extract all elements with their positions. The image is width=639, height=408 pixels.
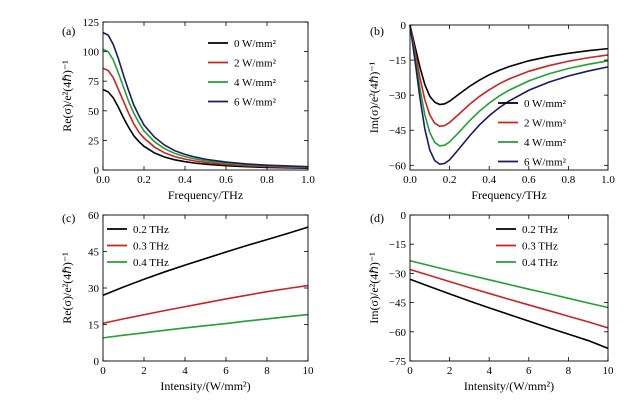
legend-label: 0.3 THz	[522, 241, 558, 253]
x-tick-label: 0	[407, 365, 413, 377]
x-tick-label: 10	[303, 365, 315, 377]
series-line	[102, 48, 309, 168]
y-tick-label: −75	[389, 356, 407, 368]
plot-frame	[409, 24, 609, 171]
series-line	[409, 24, 609, 128]
y-tick-label: 0	[94, 165, 100, 177]
legend-label: 2 W/mm²	[234, 58, 277, 70]
y-tick-label: 50	[88, 106, 100, 118]
legend-label: 0 W/mm²	[234, 38, 277, 50]
x-tick-label: 1.0	[601, 174, 615, 186]
y-tick-label: 15	[88, 320, 100, 332]
legend-label: 4 W/mm²	[524, 137, 567, 149]
legend-label: 2 W/mm²	[524, 118, 567, 130]
y-tick-label: −30	[389, 90, 407, 102]
x-axis-title: Intensity/(W/mm²)	[464, 379, 554, 393]
chart-panel: (b) 0.0 0.2 0.4 0.6 0.8 1.0 0 −15 −30 −45 −60 Freque…	[367, 20, 615, 202]
x-tick-label: 2	[447, 365, 453, 377]
x-tick-label: 6	[526, 365, 532, 377]
y-tick-label: 125	[83, 17, 100, 29]
series-line	[409, 24, 609, 106]
series-line	[102, 31, 309, 168]
y-axis-title: Re(σ)/e²(4ℏ)⁻¹	[60, 60, 74, 132]
plot-frame	[102, 21, 309, 171]
x-tick-label: 0.8	[562, 174, 576, 186]
x-tick-label: 0.6	[219, 174, 233, 186]
x-tick-label: 10	[603, 365, 615, 377]
series-line	[409, 24, 609, 165]
panel-label: (d)	[370, 211, 384, 225]
y-tick-label: −45	[389, 125, 407, 137]
y-tick-label: 75	[88, 76, 100, 88]
series-line	[102, 313, 309, 339]
x-tick-label: 4	[182, 365, 188, 377]
y-tick-label: 60	[88, 210, 100, 222]
legend-label: 4 W/mm²	[234, 77, 277, 89]
y-tick-label: 0	[401, 20, 407, 32]
y-tick-label: −30	[389, 268, 407, 280]
x-tick-label: 0.0	[403, 174, 417, 186]
panel-label: (b)	[370, 24, 384, 38]
series-line	[409, 24, 609, 147]
x-axis-title: Frequency/THz	[471, 188, 546, 202]
x-tick-label: 0.2	[137, 174, 151, 186]
y-tick-label: −15	[389, 55, 407, 67]
chart-panel: (a) 0.0 0.2 0.4 0.6 0.8 1.0 0 25 50 75 100 125 Freque…	[60, 17, 315, 202]
legend-label: 0.4 THz	[133, 257, 169, 269]
y-tick-label: −15	[389, 239, 407, 251]
plot-frame	[409, 214, 609, 362]
y-tick-label: 30	[88, 283, 100, 295]
x-tick-label: 8	[566, 365, 572, 377]
y-tick-label: 100	[83, 47, 100, 59]
y-axis-title: Im(σ)/e²(4ℏ)⁻¹	[367, 61, 381, 133]
panel-label: (a)	[62, 24, 75, 38]
series-line	[102, 226, 309, 297]
x-axis-title: Intensity/(W/mm²)	[160, 379, 250, 393]
legend-label: 0.3 THz	[133, 241, 169, 253]
panel-label: (c)	[62, 211, 75, 225]
series-line	[409, 259, 609, 309]
y-tick-label: 25	[88, 135, 100, 147]
series-line	[409, 278, 609, 350]
series-line	[409, 268, 609, 329]
y-tick-label: 45	[88, 247, 100, 259]
x-tick-label: 0.8	[260, 174, 274, 186]
legend-label: 0.4 THz	[522, 257, 558, 269]
series-line	[102, 88, 309, 170]
x-tick-label: 0.6	[522, 174, 536, 186]
x-tick-label: 0.0	[96, 174, 110, 186]
y-axis-title: Re(σ)/e²(4ℏ)⁻¹	[60, 252, 74, 324]
y-tick-label: −60	[389, 327, 407, 339]
x-tick-label: 0.4	[482, 174, 496, 186]
x-tick-label: 6	[223, 365, 229, 377]
x-tick-label: 0.4	[178, 174, 192, 186]
x-tick-label: 1.0	[301, 174, 315, 186]
legend-label: 0.2 THz	[522, 224, 558, 236]
x-tick-label: 2	[141, 365, 147, 377]
legend-label: 0 W/mm²	[524, 98, 567, 110]
series-line	[102, 67, 309, 169]
x-tick-label: 0	[100, 365, 106, 377]
legend-label: 6 W/mm²	[234, 97, 277, 109]
chart-panel: (d) 0 2 4 6 8 10 0 −15 −30 −45 −60 −75 Intensity/(W/m…	[367, 210, 614, 393]
chart-panel: (c) 0 2 4 6 8 10 0 15 30 45 60 Intensity/(W/mm²) Re(σ…	[60, 210, 314, 393]
legend-label: 6 W/mm²	[524, 157, 567, 169]
legend-label: 0.2 THz	[133, 224, 169, 236]
series-line	[102, 284, 309, 325]
y-axis-title: Im(σ)/e²(4ℏ)⁻¹	[367, 252, 381, 324]
y-tick-label: −45	[389, 298, 407, 310]
y-tick-label: −60	[389, 160, 407, 172]
x-tick-label: 0.2	[443, 174, 457, 186]
y-tick-label: 0	[401, 210, 407, 222]
x-axis-title: Frequency/THz	[168, 188, 243, 202]
x-tick-label: 8	[264, 365, 270, 377]
y-tick-label: 0	[94, 356, 100, 368]
x-tick-label: 4	[486, 365, 492, 377]
